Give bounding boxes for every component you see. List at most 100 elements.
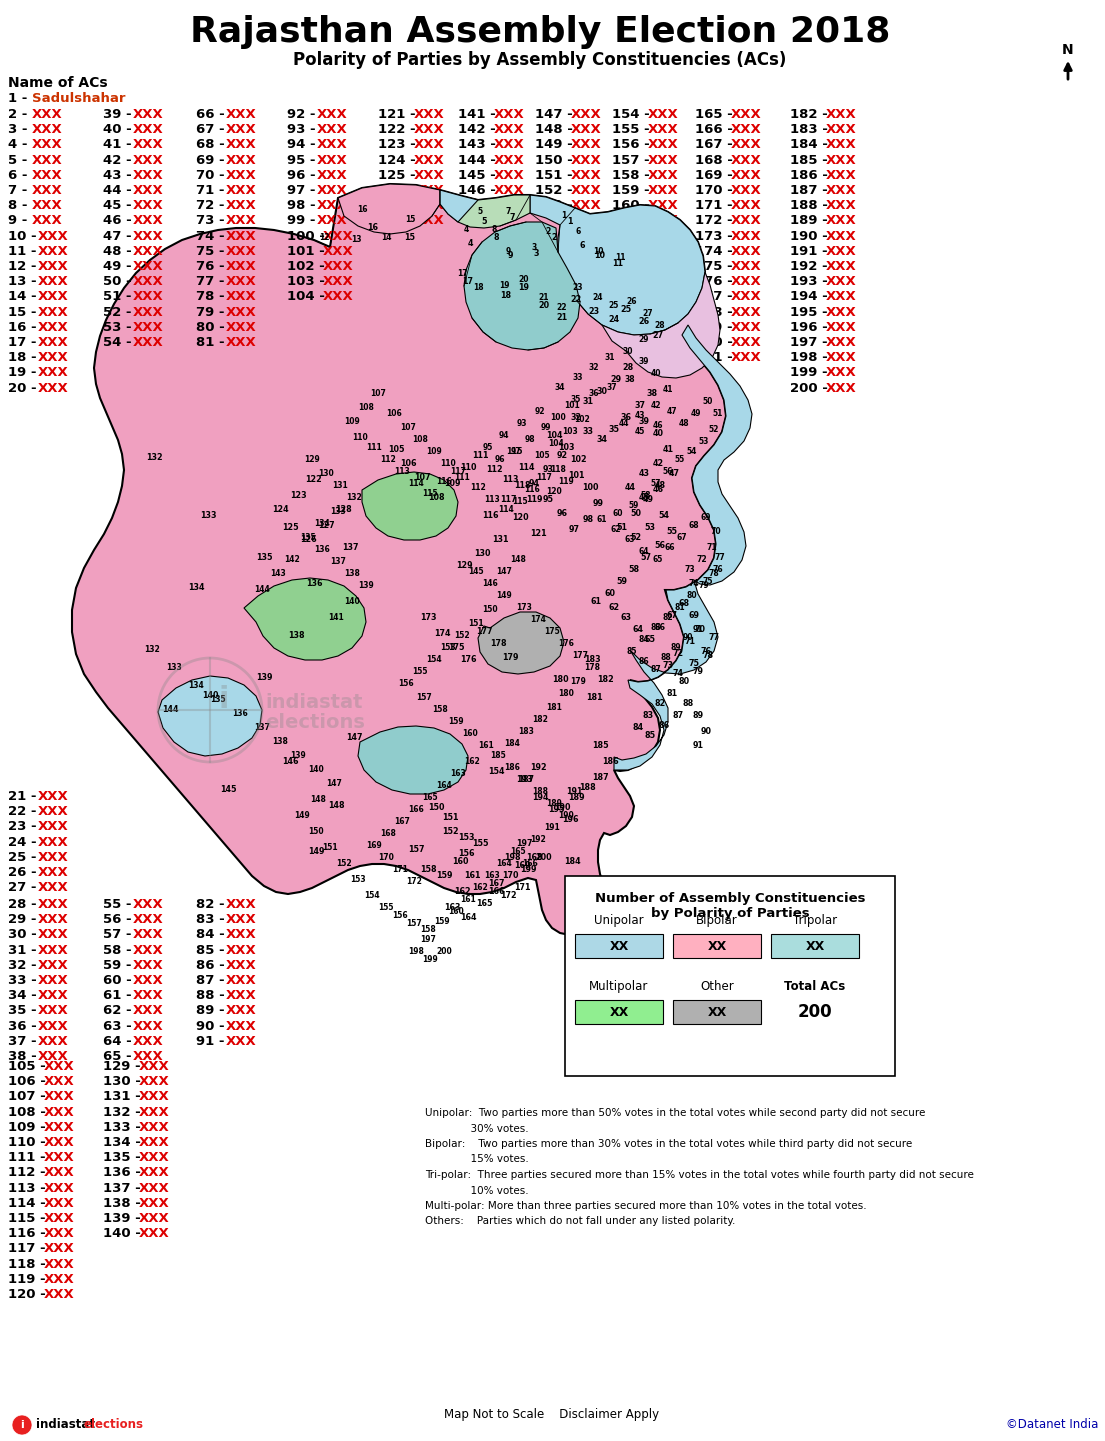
Text: 6 -: 6 - <box>8 169 32 182</box>
Text: 184 -: 184 - <box>790 138 832 151</box>
Text: 175 -: 175 - <box>695 259 737 272</box>
Text: XXX: XXX <box>317 138 348 151</box>
Text: XXX: XXX <box>571 138 602 151</box>
Text: XXX: XXX <box>827 275 856 288</box>
Text: i: i <box>20 1419 24 1429</box>
Text: 166: 166 <box>487 888 504 896</box>
Text: XXX: XXX <box>227 1020 256 1033</box>
Text: 24: 24 <box>609 316 620 324</box>
Text: 114: 114 <box>408 480 424 488</box>
Text: 71: 71 <box>684 637 695 647</box>
Text: 154: 154 <box>365 892 380 901</box>
Text: 28: 28 <box>654 321 665 330</box>
Text: 193: 193 <box>516 775 533 784</box>
Text: 103: 103 <box>562 428 578 437</box>
Text: 167 -: 167 - <box>695 138 737 151</box>
Text: 188: 188 <box>532 787 548 797</box>
Text: 74 -: 74 - <box>196 229 229 242</box>
Text: 54: 54 <box>659 512 670 520</box>
Text: ©Datanet India: ©Datanet India <box>1006 1418 1098 1431</box>
Text: 81 -: 81 - <box>196 336 229 349</box>
Text: 59: 59 <box>629 501 639 510</box>
Text: 113: 113 <box>502 476 518 484</box>
Text: XXX: XXX <box>133 1020 164 1033</box>
Text: 178: 178 <box>585 663 600 673</box>
Text: 68 -: 68 - <box>196 138 230 151</box>
Text: 136 -: 136 - <box>103 1166 146 1179</box>
Text: 156: 156 <box>392 912 408 921</box>
Text: 115 -: 115 - <box>8 1212 50 1225</box>
Text: 159: 159 <box>434 918 450 927</box>
Text: 18: 18 <box>501 291 512 301</box>
Text: 182 -: 182 - <box>790 108 832 121</box>
Text: 134: 134 <box>188 584 204 592</box>
Text: 140 -: 140 - <box>103 1228 146 1241</box>
Text: 69: 69 <box>688 611 699 621</box>
Text: 30% votes.: 30% votes. <box>425 1124 528 1134</box>
Text: XXX: XXX <box>827 321 856 334</box>
Text: XXX: XXX <box>648 215 678 228</box>
Text: 66 -: 66 - <box>196 108 230 121</box>
Text: XXX: XXX <box>32 154 63 167</box>
Text: 100 -: 100 - <box>287 229 329 242</box>
Text: 15: 15 <box>404 216 415 225</box>
Text: XXX: XXX <box>38 974 69 987</box>
Text: 174: 174 <box>530 615 546 624</box>
Text: 111: 111 <box>454 474 470 483</box>
Text: 183 -: 183 - <box>790 122 832 137</box>
Polygon shape <box>338 184 440 233</box>
Text: XXX: XXX <box>732 215 761 228</box>
Text: 60 -: 60 - <box>103 974 136 987</box>
Text: 10: 10 <box>594 252 606 261</box>
Text: 90 -: 90 - <box>196 1020 229 1033</box>
Text: 79: 79 <box>693 667 704 676</box>
Text: 58: 58 <box>629 565 640 575</box>
Text: 95 -: 95 - <box>287 154 320 167</box>
Text: XXX: XXX <box>32 199 63 212</box>
Text: 55: 55 <box>675 455 685 464</box>
Text: 81: 81 <box>675 604 685 612</box>
Text: 80 -: 80 - <box>196 321 230 334</box>
Text: 160: 160 <box>452 857 469 866</box>
Text: 147: 147 <box>326 780 341 788</box>
Text: 105: 105 <box>388 445 404 454</box>
Text: XXX: XXX <box>139 1075 170 1088</box>
Polygon shape <box>362 473 457 540</box>
Text: 56 -: 56 - <box>103 914 136 927</box>
Text: XXX: XXX <box>32 108 63 121</box>
Text: 54: 54 <box>687 448 697 457</box>
Text: 82 -: 82 - <box>196 898 229 911</box>
Text: 109: 109 <box>427 448 442 457</box>
Text: 162: 162 <box>472 883 488 892</box>
Text: 57 -: 57 - <box>103 928 136 941</box>
Text: 111: 111 <box>472 451 488 461</box>
Text: 116: 116 <box>436 477 452 487</box>
Text: 47: 47 <box>669 470 680 478</box>
Text: 175: 175 <box>544 627 560 637</box>
Text: XXX: XXX <box>227 245 256 258</box>
Text: XXX: XXX <box>414 169 444 182</box>
Text: 56: 56 <box>654 542 665 550</box>
Text: 78: 78 <box>708 569 719 578</box>
Text: Other: Other <box>701 980 734 993</box>
Text: 167: 167 <box>394 817 410 827</box>
Text: 11: 11 <box>612 259 623 268</box>
Text: 176: 176 <box>460 656 476 664</box>
Text: 85: 85 <box>644 732 655 741</box>
Text: 97: 97 <box>568 526 579 535</box>
Text: XX: XX <box>806 940 824 953</box>
Text: 161 -: 161 - <box>612 215 654 228</box>
Text: 114 -: 114 - <box>8 1197 51 1210</box>
Text: 117 -: 117 - <box>8 1242 50 1255</box>
Text: 75 -: 75 - <box>196 245 229 258</box>
Text: XXX: XXX <box>227 944 256 957</box>
Text: XXX: XXX <box>227 336 256 349</box>
Text: XXX: XXX <box>323 245 354 258</box>
Bar <box>673 934 761 958</box>
Text: 98 -: 98 - <box>287 199 320 212</box>
Text: XXX: XXX <box>38 1035 69 1048</box>
Text: 102: 102 <box>575 415 590 425</box>
Text: 36: 36 <box>589 389 599 399</box>
Text: 200: 200 <box>536 853 552 863</box>
Text: 171 -: 171 - <box>695 199 737 212</box>
